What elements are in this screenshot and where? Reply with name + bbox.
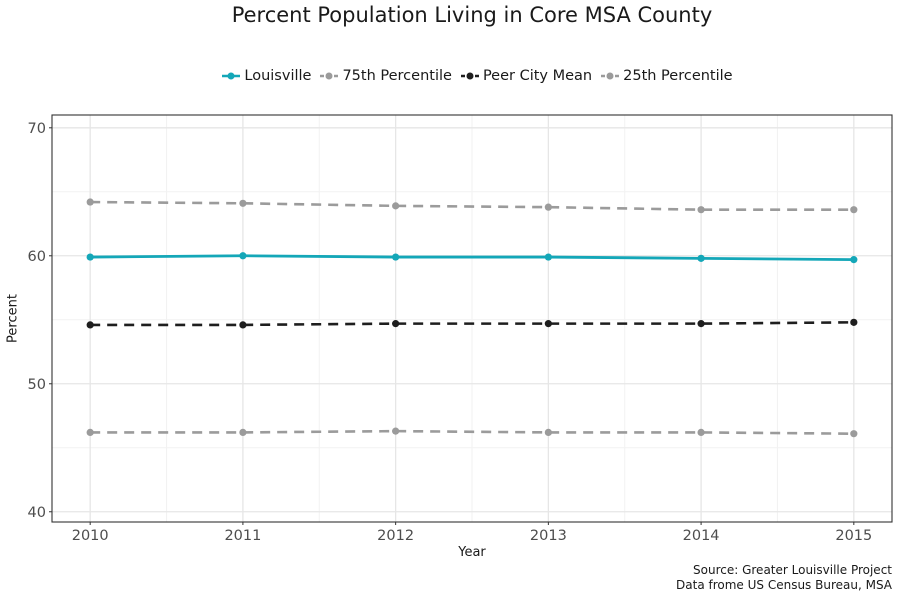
grid	[52, 115, 892, 522]
caption-source: Source: Greater Louisville Project	[693, 563, 892, 577]
plot-border	[51, 114, 893, 523]
data-point-louisville	[239, 252, 247, 260]
caption: Source: Greater Louisville Project Data …	[676, 563, 892, 593]
data-point-louisville	[697, 254, 705, 262]
data-point-peer-city-mean	[239, 321, 247, 329]
legend-key-louisville	[222, 72, 241, 80]
series-peer-city-mean	[86, 318, 858, 329]
data-point-25th-percentile	[544, 428, 552, 437]
caption-data-note: Data frome US Census Bureau, MSA	[676, 578, 892, 592]
y-tick-label: 40	[28, 505, 46, 521]
legend-item-louisville: Louisville	[221, 68, 311, 84]
legend-label-75th-percentile: 75th Percentile	[342, 68, 452, 84]
data-point-75th-percentile	[850, 206, 858, 214]
y-tick-label: 50	[28, 377, 46, 393]
data-point-peer-city-mean	[544, 320, 552, 328]
data-point-peer-city-mean	[86, 321, 94, 329]
x-tick-label: 2013	[530, 528, 567, 544]
data-point-75th-percentile	[239, 199, 247, 207]
x-tick-label: 2011	[224, 528, 261, 544]
data-point-louisville	[86, 253, 94, 261]
y-tick-label: 70	[28, 121, 46, 137]
data-point-25th-percentile	[697, 428, 705, 437]
data-point-25th-percentile	[850, 430, 858, 438]
series-line-peer-city-mean	[90, 321, 854, 327]
series-75th-percentile	[86, 198, 858, 214]
legend-label-peer-city-mean: Peer City Mean	[482, 68, 593, 84]
data-point-peer-city-mean	[697, 320, 705, 328]
y-tick-label: 60	[28, 249, 46, 265]
series-louisville	[86, 252, 858, 264]
legend-label-25th-percentile: 25th Percentile	[623, 68, 733, 84]
data-point-25th-percentile	[392, 427, 400, 435]
legend: Louisville 75th Percentile Peer City Mean 2…	[0, 68, 900, 84]
legend-item-25th-percentile: 25th Percentile	[600, 68, 733, 84]
legend-key-75th-percentile	[320, 72, 339, 80]
data-point-25th-percentile	[86, 428, 94, 437]
x-tick-label: 2015	[835, 528, 872, 544]
series-line-louisville	[90, 254, 854, 262]
data-point-louisville	[544, 253, 552, 261]
data-point-75th-percentile	[544, 203, 552, 211]
data-point-75th-percentile	[697, 206, 705, 214]
legend-key-25th-percentile	[601, 72, 620, 80]
data-point-25th-percentile	[239, 428, 247, 437]
x-axis-title: Year	[458, 545, 486, 560]
legend-label-louisville: Louisville	[244, 68, 312, 84]
legend-item-75th-percentile: 75th Percentile	[319, 68, 452, 84]
y-axis-title: Percent	[5, 294, 21, 343]
data-point-75th-percentile	[392, 202, 400, 210]
data-point-75th-percentile	[86, 198, 94, 206]
x-tick-label: 2010	[72, 528, 109, 544]
x-tick-label: 2014	[683, 528, 720, 544]
series-25th-percentile	[86, 427, 858, 438]
series-line-25th-percentile	[90, 429, 854, 435]
legend-item-peer-city-mean: Peer City Mean	[460, 68, 592, 84]
data-point-louisville	[850, 256, 858, 264]
chart-title: Percent Population Living in Core MSA Co…	[231, 3, 713, 27]
series-line-75th-percentile	[90, 200, 854, 212]
data-point-peer-city-mean	[850, 318, 858, 326]
data-point-louisville	[392, 253, 400, 261]
legend-key-peer-city-mean	[460, 72, 479, 80]
data-point-peer-city-mean	[392, 320, 400, 328]
x-tick-label: 2012	[377, 528, 414, 544]
